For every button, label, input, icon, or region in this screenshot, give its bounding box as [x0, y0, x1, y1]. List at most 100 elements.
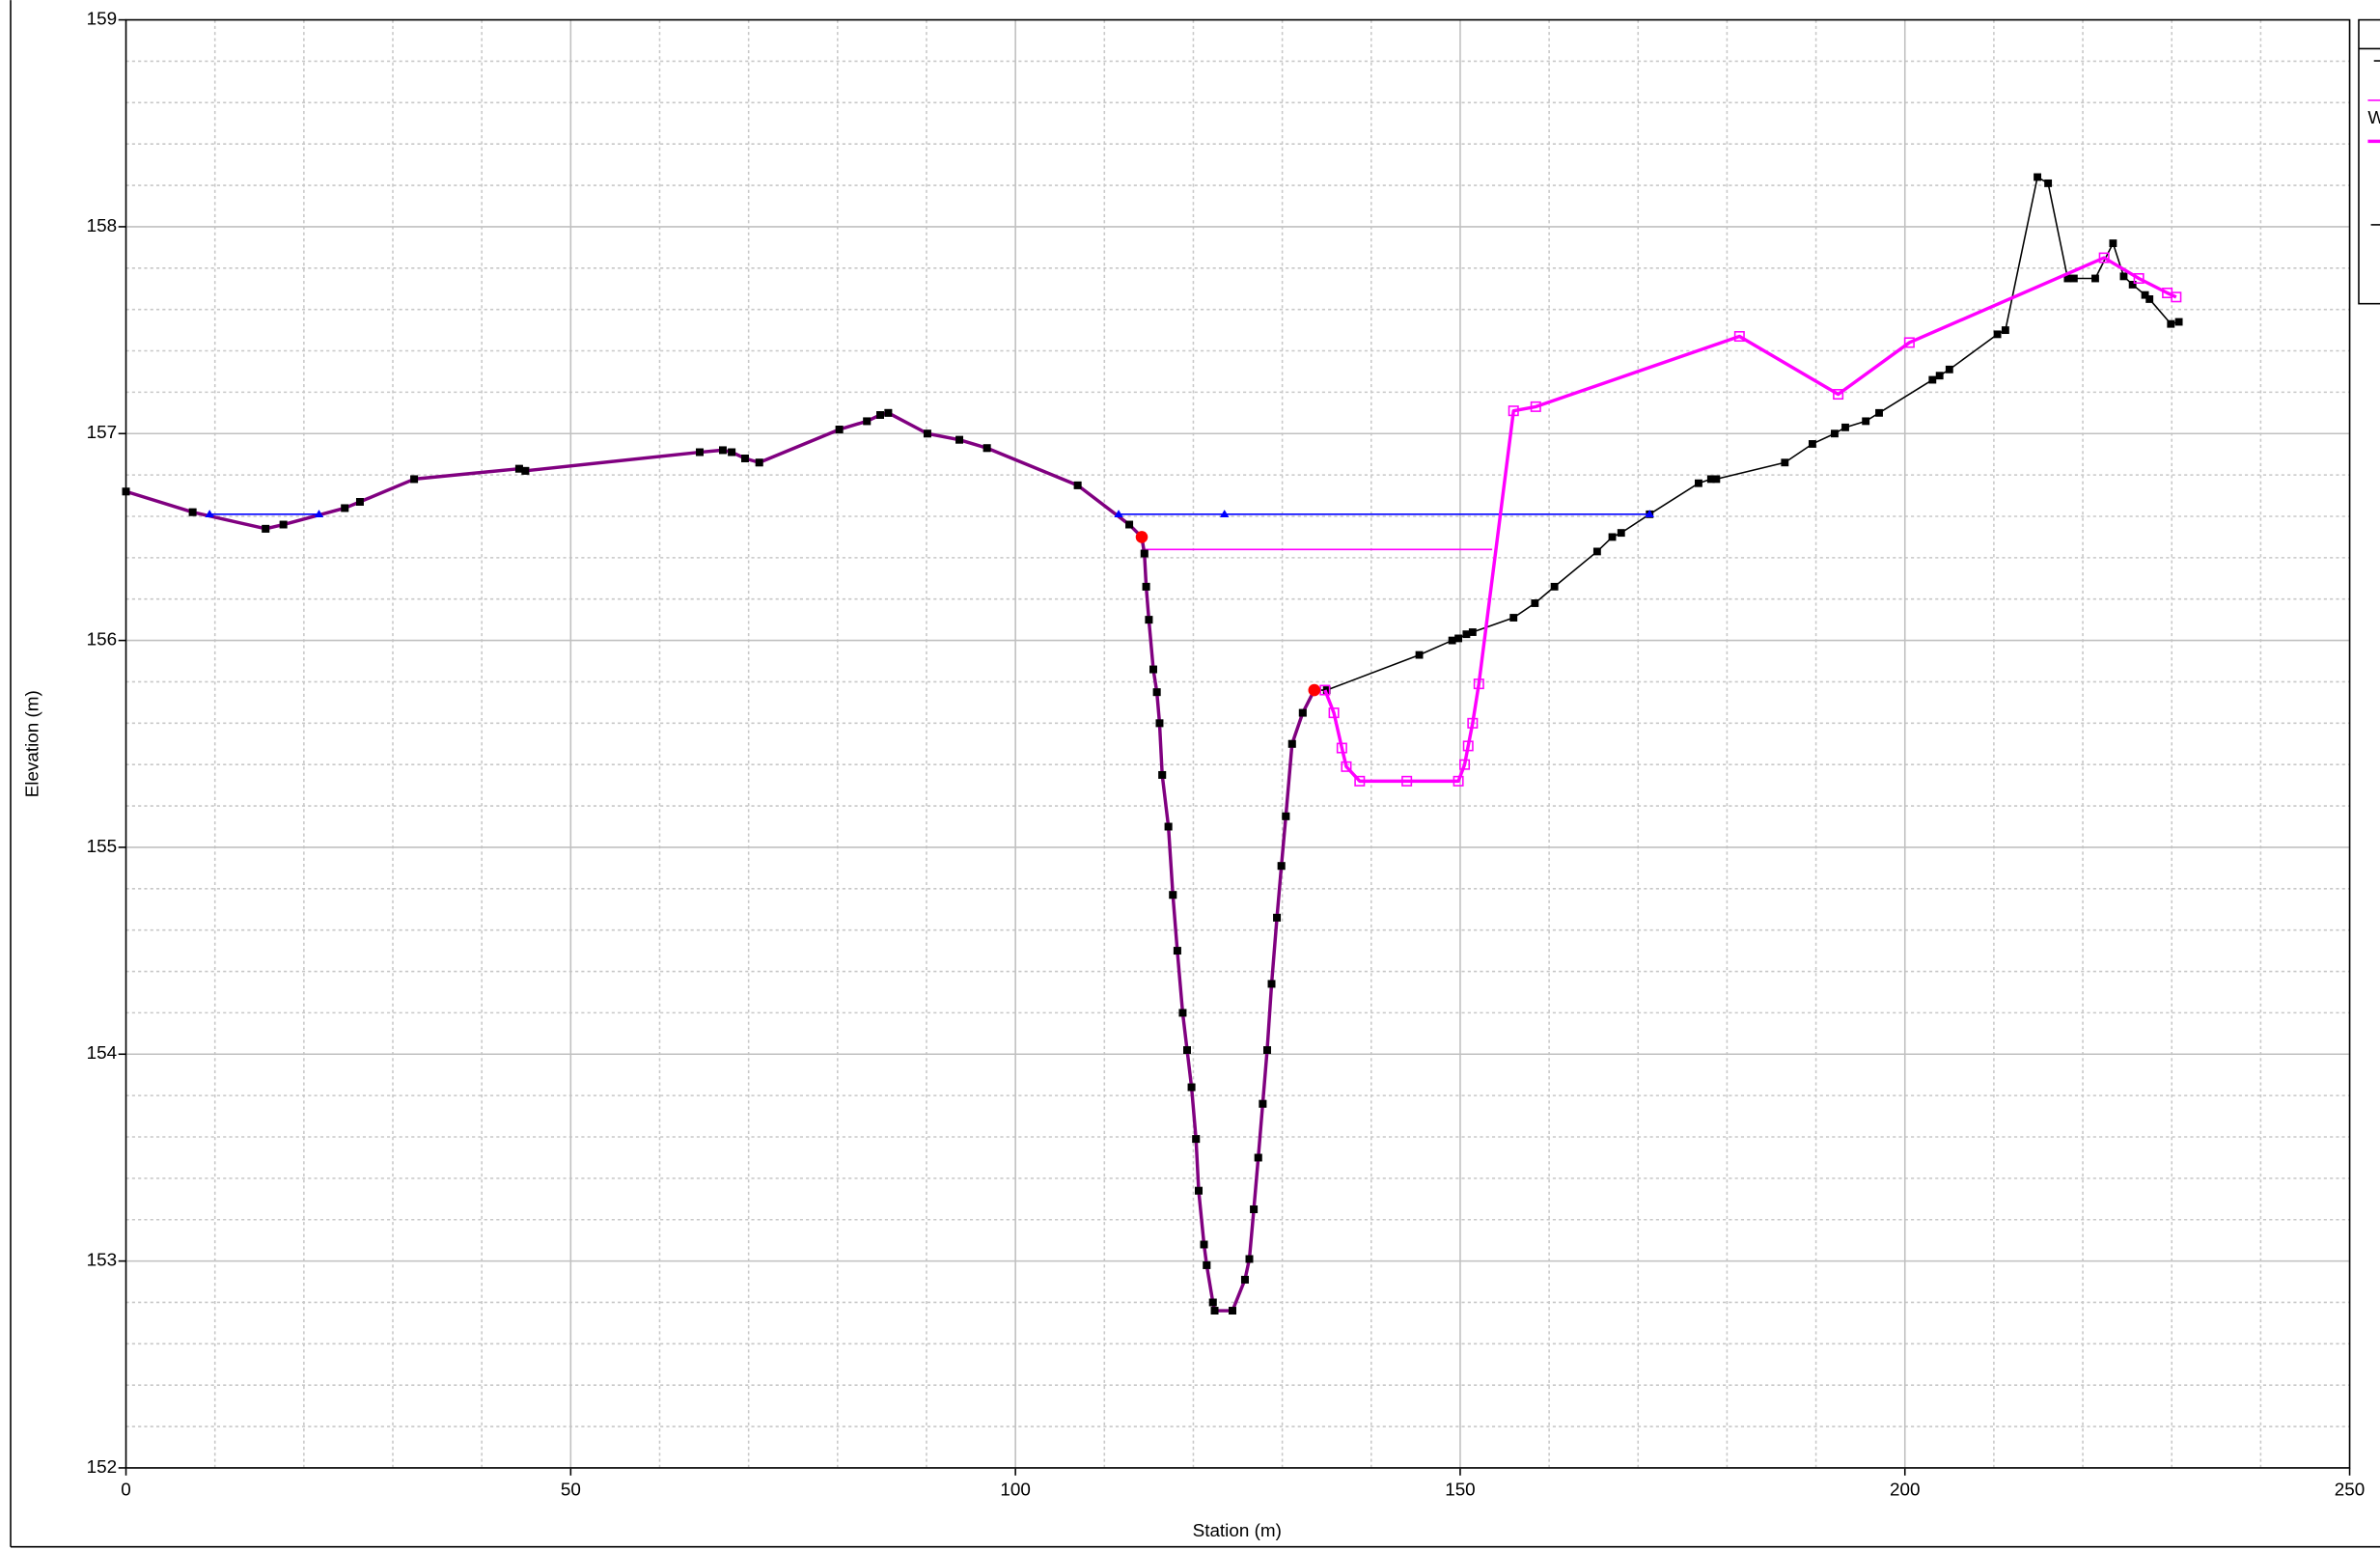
point: [884, 408, 893, 417]
point: [1328, 707, 1340, 719]
point: [1254, 1153, 1262, 1162]
point: [1733, 331, 1745, 343]
point: [1401, 775, 1413, 787]
point: [1229, 1307, 1236, 1315]
legend-text: W: [2367, 107, 2380, 127]
point: [876, 411, 884, 419]
point: [1277, 862, 1286, 871]
point: [1208, 1298, 1217, 1307]
point: [1467, 717, 1479, 729]
point: [1454, 634, 1463, 643]
point: [1448, 636, 1456, 645]
series-line: [1323, 256, 2177, 784]
point: [1608, 533, 1617, 541]
point: [2174, 318, 2183, 326]
point: [1508, 405, 1519, 417]
point: [1140, 549, 1148, 558]
point: [355, 498, 364, 506]
point: [1240, 1275, 1249, 1284]
x-axis-label: Station (m): [1193, 1520, 1282, 1540]
point: [2034, 173, 2041, 181]
point: [1192, 1135, 1201, 1144]
point: [755, 458, 763, 467]
point: [279, 520, 288, 529]
point: [1158, 770, 1167, 779]
point: [1841, 423, 1849, 431]
point: [1945, 365, 1953, 374]
y-axis-label: Elevation (m): [22, 690, 42, 797]
point: [1833, 389, 1844, 401]
point: [1073, 481, 1082, 489]
point: [863, 417, 872, 426]
point: [2171, 291, 2182, 303]
point: [1210, 1307, 1219, 1315]
point: [1125, 520, 1134, 529]
point: [521, 466, 530, 475]
point: [1473, 678, 1484, 690]
legend: W: [2358, 18, 2380, 305]
point: [1164, 822, 1173, 831]
point: [1645, 510, 1654, 517]
point: [1187, 1083, 1196, 1092]
plot-frame: [125, 18, 2351, 1469]
point: [341, 504, 349, 512]
point: [718, 446, 727, 455]
point: [1142, 582, 1150, 591]
point: [1862, 417, 1870, 426]
x-tick-label: 250: [2335, 1480, 2365, 1500]
point: [2044, 179, 2053, 187]
point: [1928, 375, 1937, 384]
point: [2001, 326, 2009, 335]
point: [1282, 812, 1290, 820]
point: [1135, 531, 1148, 543]
point: [1245, 1255, 1254, 1263]
point: [1149, 665, 1157, 674]
point: [1706, 475, 1715, 484]
x-tick-label: 200: [1890, 1480, 1920, 1500]
x-tick-label: 0: [121, 1480, 131, 1500]
plot: [122, 173, 2183, 1315]
y-tick-label: 153: [87, 1250, 117, 1270]
point: [728, 448, 736, 457]
grid: [118, 18, 2351, 1476]
point: [1195, 1186, 1203, 1195]
point: [1831, 429, 1839, 438]
point: [1259, 1099, 1267, 1108]
point: [2109, 239, 2117, 247]
series-line: [125, 176, 2179, 1312]
point: [2141, 291, 2149, 299]
point: [1336, 742, 1347, 754]
point: [1694, 479, 1702, 487]
point: [1617, 529, 1625, 538]
point: [2063, 274, 2072, 283]
point: [1808, 440, 1816, 448]
point: [1298, 708, 1307, 717]
y-tick-label: 155: [87, 836, 117, 856]
point: [1145, 616, 1153, 624]
point: [1415, 650, 1424, 659]
point: [1903, 337, 1915, 348]
point: [1203, 1260, 1211, 1269]
point: [2069, 274, 2078, 283]
point: [1550, 582, 1559, 591]
point: [1250, 1205, 1259, 1213]
point: [2098, 252, 2110, 263]
point: [1531, 599, 1539, 607]
point: [1712, 475, 1721, 484]
point: [1453, 775, 1464, 787]
point: [2119, 272, 2128, 281]
point: [1341, 761, 1352, 772]
point: [1308, 683, 1321, 697]
point: [741, 455, 749, 462]
point: [188, 508, 197, 516]
point: [1354, 775, 1366, 787]
point: [955, 435, 964, 444]
point: [1173, 947, 1181, 955]
point: [2091, 274, 2099, 283]
point: [514, 464, 523, 473]
y-tick-label: 156: [87, 629, 117, 650]
y-tick-label: 158: [87, 215, 117, 235]
point: [262, 524, 270, 533]
